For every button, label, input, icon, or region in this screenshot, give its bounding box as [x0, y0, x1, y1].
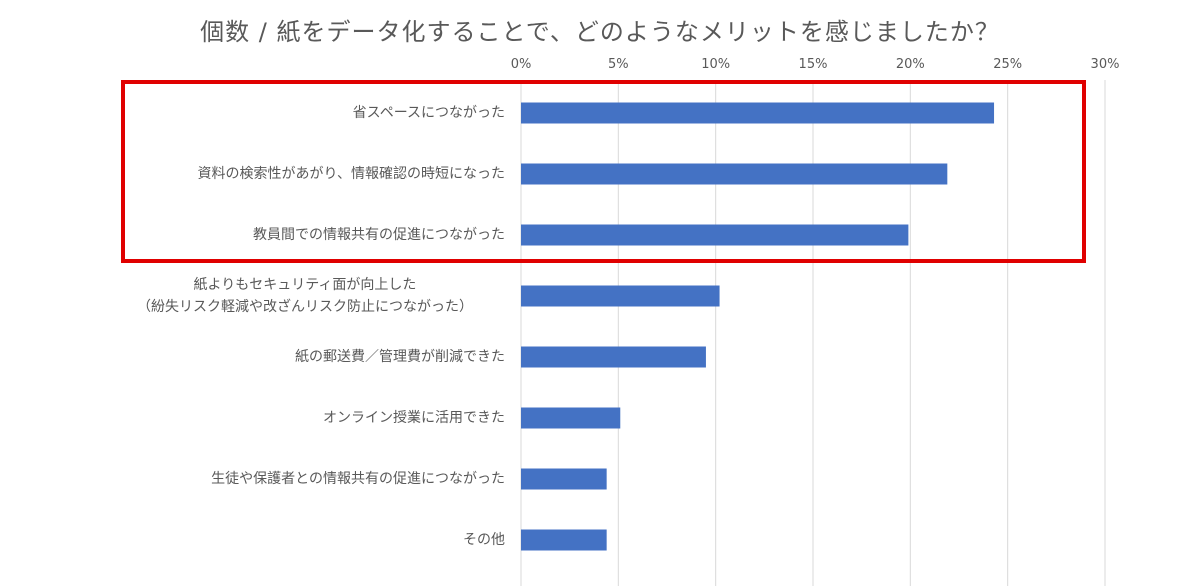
bar-4	[521, 346, 706, 368]
category-label-line: 生徒や保護者との情報共有の促進につながった	[211, 471, 505, 487]
bar-1	[521, 163, 948, 185]
category-label-line: その他	[463, 532, 505, 548]
category-label: 教員間での情報共有の促進につながった	[100, 224, 505, 246]
x-tick-label: 30%	[1091, 57, 1120, 72]
bar-2	[521, 224, 909, 246]
category-label-line: 省スペースにつながった	[352, 105, 505, 121]
category-label: その他	[100, 529, 505, 551]
highlight-box	[121, 80, 1086, 263]
category-label-line: 教員間での情報共有の促進につながった	[253, 227, 505, 243]
category-label-line: （紛失リスク軽減や改ざんリスク防止につながった）	[137, 299, 473, 315]
chart-title: 個数 / 紙をデータ化することで、どのようなメリットを感じましたか？	[200, 18, 1000, 46]
category-label: オンライン授業に活用できた	[100, 407, 505, 429]
bar-6	[521, 468, 607, 490]
category-label: 生徒や保護者との情報共有の促進につながった	[100, 468, 505, 490]
category-label-line: オンライン授業に活用できた	[323, 410, 505, 426]
bar-7	[521, 529, 607, 551]
category-label: 資料の検索性があがり、情報確認の時短になった	[100, 163, 505, 185]
bar-5	[521, 407, 621, 429]
category-label-line: 紙の郵送費／管理費が削減できた	[295, 349, 505, 365]
x-tick-label: 20%	[896, 57, 925, 72]
category-label-line: 資料の検索性があがり、情報確認の時短になった	[197, 166, 505, 182]
x-tick-label: 25%	[993, 57, 1022, 72]
category-label-line: 紙よりもセキュリティ面が向上した	[193, 277, 417, 293]
x-tick-label: 0%	[511, 57, 532, 72]
x-tick-label: 15%	[799, 57, 828, 72]
category-label: 紙の郵送費／管理費が削減できた	[100, 346, 505, 368]
category-label: 紙よりもセキュリティ面が向上した （紛失リスク軽減や改ざんリスク防止につながった）	[100, 274, 510, 318]
x-tick-label: 10%	[701, 57, 730, 72]
bar-3	[521, 285, 720, 307]
x-tick-label: 5%	[608, 57, 629, 72]
bar-0	[521, 102, 995, 124]
category-label: 省スペースにつながった	[100, 102, 505, 124]
